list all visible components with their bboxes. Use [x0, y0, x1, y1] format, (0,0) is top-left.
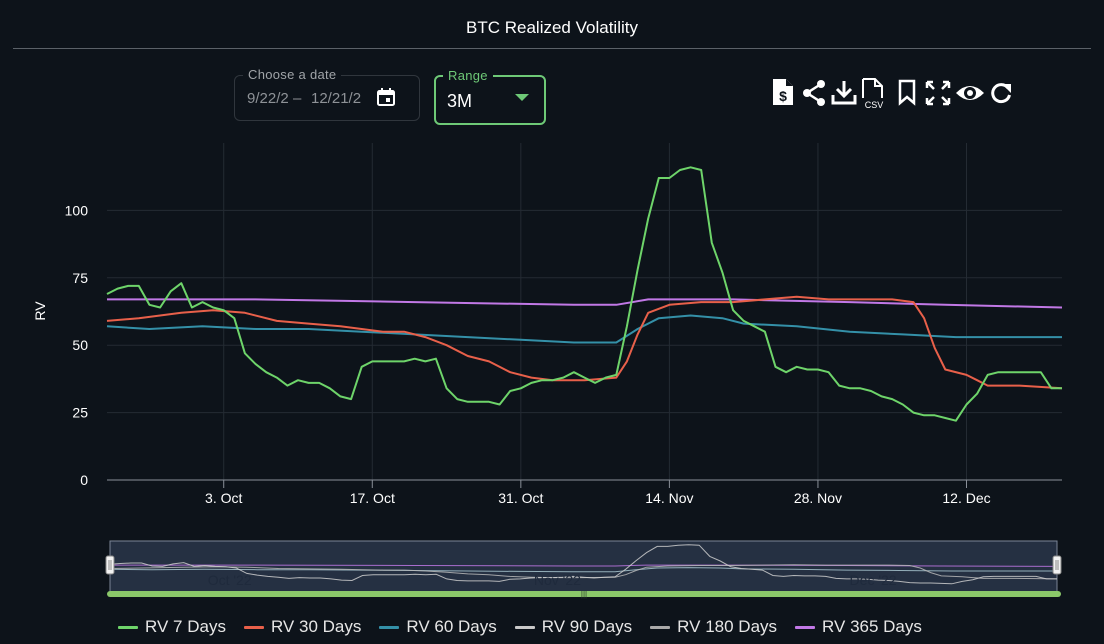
date-start-input[interactable]: 9/22/2 [247, 90, 289, 107]
navigator-scrollbar[interactable] [107, 591, 1061, 597]
legend-swatch [379, 625, 400, 629]
legend-item[interactable]: RV 30 Days [243, 617, 362, 637]
dollar-file-icon[interactable]: $ [770, 78, 796, 108]
navigator-series [109, 544, 1057, 585]
range-value: 3M [447, 91, 473, 111]
legend-item[interactable]: RV 90 Days [514, 617, 633, 637]
legend-item[interactable]: RV 180 Days [650, 617, 777, 637]
eye-icon[interactable] [955, 78, 985, 108]
y-tick-label: 0 [80, 472, 88, 488]
grid [107, 143, 1062, 481]
x-axis: 3. Oct 17. Oct 31. Oct 14. Nov 28. Nov 12. De… [205, 480, 991, 506]
x-tick-label: 12. Dec [942, 490, 990, 506]
y-tick-label: 75 [72, 270, 88, 286]
svg-text:$: $ [779, 88, 787, 104]
bookmark-icon[interactable] [896, 78, 918, 108]
y-tick-label: 50 [72, 337, 88, 353]
caret-down-icon [515, 94, 529, 101]
date-picker-label: Choose a date [243, 67, 342, 82]
legend-item[interactable]: RV 365 Days [795, 617, 922, 637]
y-tick-label: 100 [65, 202, 89, 218]
share-icon[interactable] [800, 78, 828, 108]
title-divider [13, 48, 1091, 49]
y-axis-title: RV [32, 301, 48, 321]
legend-label: RV 7 Days [145, 617, 226, 636]
y-axis: 0 25 50 75 100 [65, 202, 89, 488]
navigator-series [109, 567, 1057, 573]
navigator[interactable]: Oct '22 Nov '22 Dec '22 ||| [105, 540, 1062, 599]
date-separator: – [293, 90, 302, 107]
y-tick-label: 25 [72, 405, 88, 421]
legend-item[interactable]: RV 7 Days [118, 617, 226, 637]
navigator-handle-right[interactable] [1052, 555, 1062, 575]
legend-swatch [650, 625, 671, 629]
legend: RV 7 Days RV 30 Days RV 60 Days RV 90 Days R… [118, 617, 940, 637]
legend-swatch [118, 625, 138, 629]
legend-swatch [514, 625, 535, 629]
chart: RV 0 25 50 75 100 3. Oct 17. Oct 31. Oct 14. No… [32, 143, 1063, 599]
range-label: Range [443, 68, 493, 83]
refresh-icon[interactable] [988, 78, 1014, 108]
navigator-label: Oct '22 [208, 572, 252, 588]
x-tick-label: 28. Nov [794, 490, 842, 506]
legend-label: RV 180 Days [677, 617, 778, 636]
series-line-rv-60-days[interactable] [106, 314, 1062, 344]
date-end-input[interactable]: 12/21/2 [311, 90, 362, 107]
series-line-rv-7-days[interactable] [106, 166, 1062, 422]
range-select[interactable]: Range 3M [434, 68, 546, 125]
legend-label: RV 365 Days [822, 617, 922, 636]
navigator-label: Dec '22 [850, 572, 897, 588]
legend-label: RV 30 Days [270, 617, 362, 636]
page-title: BTC Realized Volatility [466, 18, 638, 37]
series [106, 166, 1063, 422]
legend-item[interactable]: RV 60 Days [379, 617, 497, 637]
fullscreen-icon[interactable] [924, 78, 952, 108]
csv-file-icon[interactable]: CSV [860, 78, 890, 110]
series-line-rv-365-days[interactable] [107, 298, 1063, 309]
csv-label: CSV [865, 100, 884, 110]
navigator-window[interactable] [109, 540, 1058, 594]
download-icon[interactable] [830, 78, 858, 108]
navigator-label: Nov '22 [534, 572, 581, 588]
x-tick-label: 17. Oct [350, 490, 395, 506]
series-line-rv-30-days[interactable] [106, 295, 1063, 390]
calendar-icon[interactable] [376, 87, 396, 107]
legend-label: RV 60 Days [406, 617, 497, 636]
legend-swatch [243, 625, 264, 629]
legend-label: RV 90 Days [541, 617, 633, 636]
x-tick-label: 31. Oct [498, 490, 543, 506]
x-tick-label: 3. Oct [205, 490, 242, 506]
date-range-picker[interactable]: Choose a date 9/22/2 – 12/21/2 [234, 67, 420, 121]
scrollbar-grip: ||| [581, 590, 587, 599]
legend-swatch [795, 625, 816, 629]
navigator-handle-left[interactable] [105, 555, 115, 575]
x-tick-label: 14. Nov [645, 490, 693, 506]
